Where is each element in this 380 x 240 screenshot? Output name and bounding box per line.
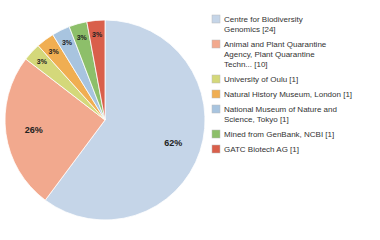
legend-swatch bbox=[212, 145, 220, 153]
data-label: 3% bbox=[77, 34, 88, 41]
legend-swatch bbox=[212, 40, 220, 48]
pie-slice bbox=[87, 20, 105, 120]
legend-swatch bbox=[212, 75, 220, 83]
data-label: 3% bbox=[37, 58, 48, 65]
legend-entry: Mined from GenBank, NCBI [1] bbox=[224, 130, 334, 139]
legend: Centre for BiodiversityGenomics [24] Anim… bbox=[212, 15, 352, 154]
legend-entry: GATC Biotech AG [1] bbox=[224, 145, 299, 154]
legend-entry: National Museum of Nature andScience, To… bbox=[224, 105, 337, 124]
legend-entry: Natural History Museum, London [1] bbox=[224, 90, 352, 99]
data-label: 3% bbox=[49, 48, 60, 55]
legend-entry: Centre for BiodiversityGenomics [24] bbox=[224, 15, 303, 34]
legend-entry: University of Oulu [1] bbox=[224, 75, 298, 84]
data-label: 3% bbox=[62, 39, 73, 46]
slices bbox=[5, 20, 205, 220]
legend-entry: Animal and Plant QuarantineAgency, Plant… bbox=[224, 40, 327, 69]
legend-swatch bbox=[212, 105, 220, 113]
data-label: 62% bbox=[164, 138, 182, 148]
data-label: 26% bbox=[25, 125, 43, 135]
legend-swatch bbox=[212, 15, 220, 23]
data-label: 3% bbox=[92, 31, 103, 38]
legend-swatch bbox=[212, 90, 220, 98]
legend-swatch bbox=[212, 130, 220, 138]
chart: 62%26%3%3%3%3%3%Centre for BiodiversityG… bbox=[0, 0, 380, 240]
data-labels: 62%26%3%3%3%3%3% bbox=[25, 31, 183, 148]
